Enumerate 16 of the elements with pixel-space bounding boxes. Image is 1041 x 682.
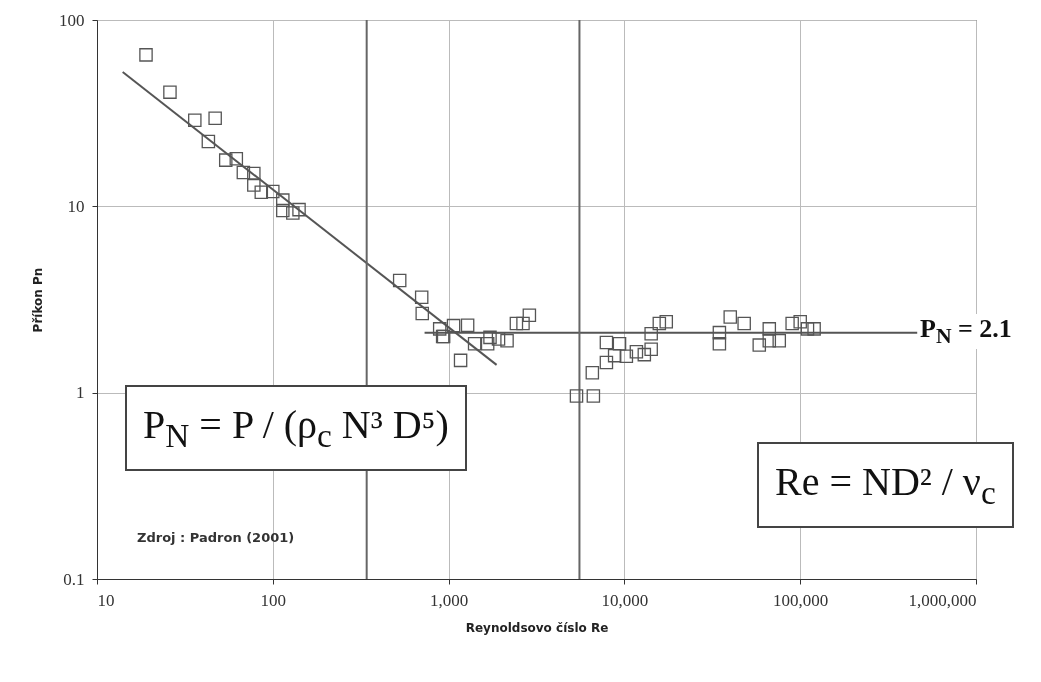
x-tick-label: 100,000 [773, 590, 829, 610]
x-tick-label: 1,000 [429, 590, 469, 610]
y-tick-label: 10 [67, 196, 85, 216]
y-axis-title: Příkon Pn [31, 267, 45, 333]
x-tick-label: 10 [97, 590, 115, 610]
x-axis-title: Reynoldsovo číslo Re [465, 620, 609, 635]
x-tick-label: 1,000,000 [908, 590, 977, 610]
y-tick-label: 0.1 [63, 569, 85, 589]
x-tick-label: 10,000 [601, 590, 649, 610]
y-tick-label: 1 [76, 383, 85, 403]
annotation: P$_{N}$ = P / (ρ$_{c}$ N³ D⁵) [125, 385, 467, 471]
annotation: Zdroj : Padron (2001) [137, 530, 295, 545]
y-tick-label: 100 [59, 10, 85, 30]
annotation: Re = ND² / ν$_{c}$ [757, 442, 1014, 528]
annotation: P$_{N}$ = 2.1 [920, 314, 1012, 350]
x-tick-label: 100 [260, 590, 287, 610]
